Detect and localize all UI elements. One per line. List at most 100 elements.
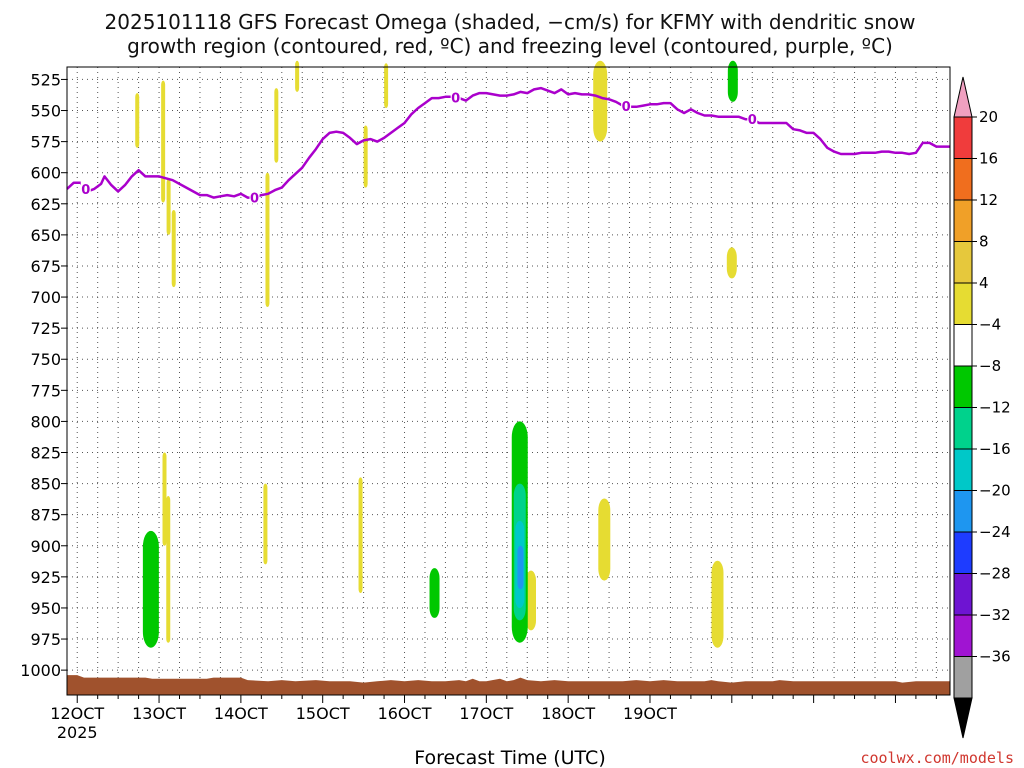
colorbar-segment <box>953 282 973 325</box>
omega-region <box>265 172 270 308</box>
freezing-level-label: 0 <box>81 183 90 198</box>
omega-region <box>429 568 440 618</box>
colorbar-tick-label: −12 <box>979 399 1011 417</box>
colorbar-tick-label: −36 <box>979 648 1011 666</box>
colorbar-tick-label: −4 <box>979 316 1001 334</box>
contour-label-bg <box>450 89 461 104</box>
x-tick-label: 14OCT <box>214 704 268 723</box>
omega-region <box>593 60 608 142</box>
freezing-level-label: 0 <box>622 100 631 115</box>
x-tick-label: 15OCT <box>296 704 350 723</box>
omega-region <box>526 570 537 631</box>
y-tick-label: 950 <box>30 599 61 618</box>
omega-shading <box>135 60 738 648</box>
omega-region <box>135 93 140 148</box>
y-tick-label: 775 <box>30 381 61 400</box>
y-tick-label: 875 <box>30 506 61 525</box>
omega-region <box>161 80 166 203</box>
plot-area <box>67 67 950 695</box>
x-tick-label: 13OCT <box>132 704 186 723</box>
colorbar-tick-label: 12 <box>979 191 998 209</box>
chart-title-line-1: 2025101118 GFS Forecast Omega (shaded, −… <box>105 10 916 34</box>
y-tick-label: 650 <box>30 226 61 245</box>
y-tick-label: 800 <box>30 412 61 431</box>
colorbar-tick-label: 20 <box>979 108 998 126</box>
y-tick-label: 850 <box>30 475 61 494</box>
y-tick-label: 975 <box>30 630 61 649</box>
colorbar-segment <box>953 241 973 284</box>
y-tick-label: 925 <box>30 568 61 587</box>
omega-region <box>726 247 737 279</box>
x-tick-label: 17OCT <box>459 704 513 723</box>
contour-label-bg <box>249 189 260 204</box>
omega-region <box>142 530 159 648</box>
y-tick-label: 900 <box>30 537 61 556</box>
contour-label-bg <box>747 111 758 126</box>
x-tick-label: 12OCT <box>50 704 104 723</box>
y-tick-label: 675 <box>30 257 61 276</box>
grid-lines <box>67 67 950 695</box>
colorbar-segment <box>953 324 973 367</box>
terrain-layer <box>67 675 950 695</box>
colorbar-tick-label: 8 <box>979 233 989 251</box>
x-tick-label: 18OCT <box>541 704 595 723</box>
colorbar-segment <box>953 531 973 574</box>
contour-label-bg <box>621 98 632 113</box>
colorbar-segment <box>953 573 973 616</box>
omega-region <box>358 477 363 594</box>
colorbar-tick-label: −16 <box>979 440 1011 458</box>
colorbar-segment <box>953 365 973 408</box>
colorbar-tick-label: −28 <box>979 565 1011 583</box>
colorbar-bottom-arrow <box>953 697 973 739</box>
terrain-fill <box>67 675 950 695</box>
colorbar: 20 16 12 8 4 −4 −8 −12 −16 −20 −24 −28 −32 −36 <box>953 76 1011 739</box>
y-tick-label: 700 <box>30 288 61 307</box>
colorbar-tick-label: 4 <box>979 274 989 292</box>
y-tick-label: 575 <box>30 133 61 152</box>
plot-frame <box>66 66 951 696</box>
colorbar-segment <box>953 116 973 159</box>
colorbar-tick-label: −32 <box>979 606 1011 624</box>
omega-region <box>384 63 389 109</box>
y-tick-label: 825 <box>30 444 61 463</box>
colorbar-tick-label: 16 <box>979 150 998 168</box>
omega-region <box>171 210 176 288</box>
y-tick-label: 525 <box>30 70 61 89</box>
freezing-level-label: 0 <box>250 192 259 207</box>
x-tick-sublabel: 2025 <box>57 723 98 742</box>
omega-region <box>263 483 268 565</box>
omega-region <box>727 60 738 102</box>
y-tick-label: 600 <box>30 164 61 183</box>
x-tick-label: 16OCT <box>378 704 432 723</box>
chart-title-line-2: growth region (contoured, red, ºC) and f… <box>127 34 893 58</box>
freezing-level-label: 0 <box>748 113 757 128</box>
y-tick-label: 1000 <box>20 661 61 680</box>
freezing-level-label: 0 <box>451 91 460 106</box>
y-tick-label: 550 <box>30 102 61 121</box>
omega-region <box>166 496 171 643</box>
omega-region <box>166 178 171 235</box>
colorbar-segment <box>953 407 973 450</box>
colorbar-tick-label: −8 <box>979 357 1001 375</box>
colorbar-segment <box>953 158 973 201</box>
contour-label-bg <box>80 181 91 196</box>
colorbar-segment <box>953 448 973 491</box>
y-tick-label: 750 <box>30 350 61 369</box>
x-tick-label: 19OCT <box>623 704 677 723</box>
colorbar-top-arrow <box>953 76 973 118</box>
colorbar-tick-label: −24 <box>979 523 1011 541</box>
colorbar-segment <box>953 656 973 699</box>
colorbar-segment <box>953 490 973 533</box>
freezing-level-line <box>66 86 950 199</box>
y-axis: 525 550 575 600 625 650 675 700 725 750 775 800 825 8… <box>20 70 67 680</box>
credit-link[interactable]: coolwx.com/models <box>860 749 1014 767</box>
x-axis-label: Forecast Time (UTC) <box>414 747 605 768</box>
y-tick-label: 625 <box>30 195 61 214</box>
omega-region <box>363 125 368 188</box>
omega-region <box>711 560 724 648</box>
omega-region <box>598 498 611 581</box>
colorbar-segment <box>953 614 973 657</box>
omega-region <box>274 88 279 163</box>
